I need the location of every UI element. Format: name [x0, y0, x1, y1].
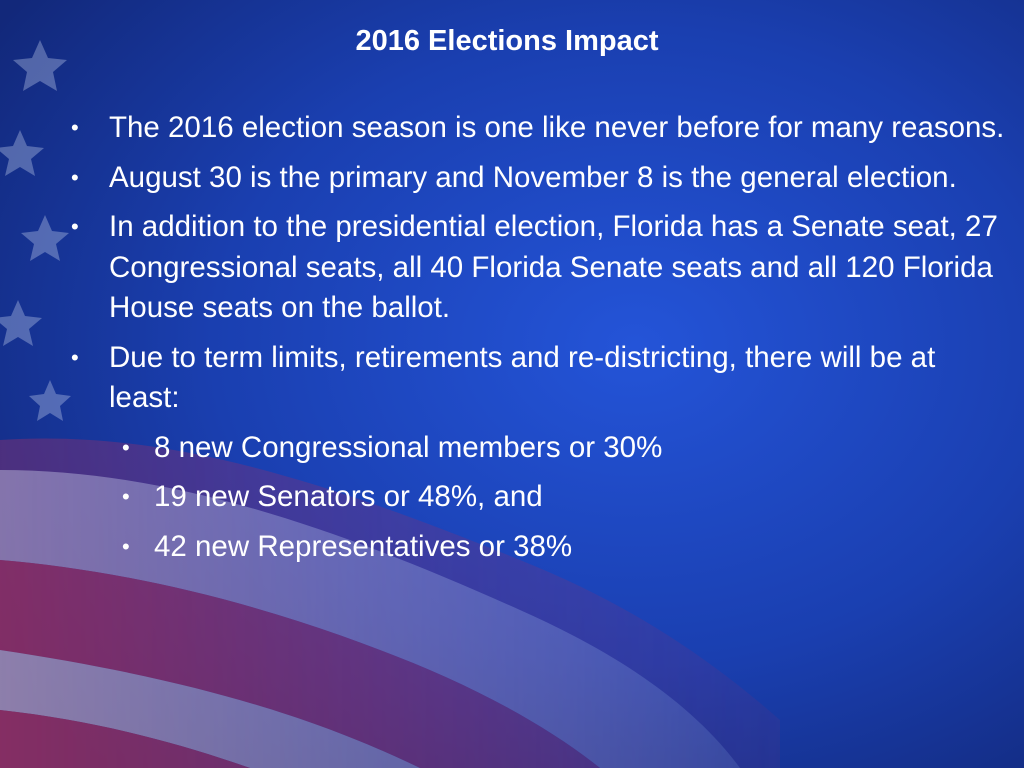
- sub-bullet-item: • 42 new Representatives or 38%: [65, 527, 1010, 568]
- sub-bullet-item: • 19 new Senators or 48%, and: [65, 477, 1010, 518]
- bullet-item: • Due to term limits, retirements and re…: [65, 338, 1010, 419]
- sub-bullet-text: 19 new Senators or 48%, and: [154, 480, 543, 513]
- star-icon: [0, 300, 42, 346]
- slide-body: • The 2016 election season is one like n…: [65, 108, 1010, 576]
- bullet-marker: •: [71, 115, 79, 140]
- flag-stripe-red: [0, 710, 250, 768]
- sub-bullet-text: 8 new Congressional members or 30%: [154, 430, 663, 464]
- slide-title: 2016 Elections Impact: [355, 25, 659, 57]
- sub-bullet-text: 42 new Representatives or 38%: [154, 529, 573, 563]
- star-icon: [21, 215, 69, 261]
- bullet-item: • The 2016 election season is one like n…: [65, 108, 1010, 149]
- star-icon: [29, 380, 71, 421]
- flag-stripe-red: [0, 560, 600, 768]
- star-icon: [13, 40, 67, 91]
- bullet-item: • August 30 is the primary and November …: [65, 158, 1010, 199]
- bullet-text: August 30 is the primary and November 8 …: [109, 160, 957, 194]
- flag-stripe-white: [0, 650, 420, 768]
- bullet-item: • In addition to the presidential electi…: [65, 207, 1010, 329]
- bullet-marker: •: [71, 214, 79, 239]
- bullet-marker: •: [71, 344, 79, 370]
- bullet-text: Due to term limits, retirements and re-d…: [109, 340, 936, 415]
- bullet-marker: •: [122, 484, 130, 509]
- bullet-marker: •: [71, 164, 79, 190]
- star-icon: [0, 130, 44, 176]
- flag-stripe-white: [0, 470, 740, 768]
- bullet-text: The 2016 election season is one like nev…: [109, 111, 1005, 144]
- bullet-text: In addition to the presidential election…: [109, 210, 998, 324]
- bullet-marker: •: [122, 533, 130, 559]
- bullet-marker: •: [122, 434, 130, 460]
- sub-bullet-item: • 8 new Congressional members or 30%: [65, 428, 1010, 469]
